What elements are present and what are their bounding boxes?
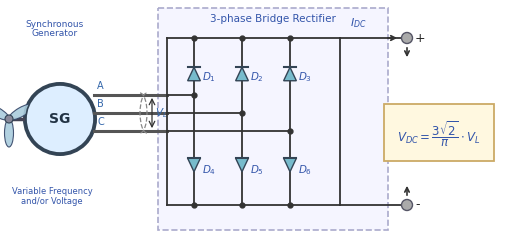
Ellipse shape — [0, 104, 9, 120]
Ellipse shape — [5, 119, 14, 147]
Text: SG: SG — [49, 112, 71, 126]
Text: $D_1$: $D_1$ — [201, 70, 216, 84]
Text: $V_{DC} = \dfrac{3\sqrt{2}}{\pi} \cdot V_L$: $V_{DC} = \dfrac{3\sqrt{2}}{\pi} \cdot V… — [397, 120, 481, 149]
FancyBboxPatch shape — [158, 8, 388, 230]
Text: $D_4$: $D_4$ — [201, 163, 216, 177]
Circle shape — [5, 115, 13, 123]
Polygon shape — [236, 67, 248, 81]
Circle shape — [401, 33, 413, 44]
Text: Variable Frequency: Variable Frequency — [12, 187, 92, 196]
Polygon shape — [284, 67, 296, 81]
FancyBboxPatch shape — [384, 104, 494, 161]
Text: A: A — [97, 81, 104, 91]
Text: Synchronous: Synchronous — [26, 20, 84, 29]
Text: $D_5$: $D_5$ — [249, 163, 264, 177]
Polygon shape — [188, 158, 200, 172]
Circle shape — [26, 85, 94, 153]
Text: 3-phase Bridge Rectifier: 3-phase Bridge Rectifier — [210, 14, 336, 24]
Ellipse shape — [9, 104, 33, 120]
Text: B: B — [97, 99, 104, 109]
Polygon shape — [236, 158, 248, 172]
Text: $I_{DC}$: $I_{DC}$ — [349, 16, 366, 30]
Text: Generator: Generator — [32, 29, 78, 38]
Text: -: - — [415, 198, 420, 212]
Text: and/or Voltage: and/or Voltage — [21, 197, 83, 206]
Polygon shape — [284, 158, 296, 172]
Text: $D_2$: $D_2$ — [249, 70, 263, 84]
Polygon shape — [188, 67, 200, 81]
Text: $V_L$: $V_L$ — [155, 106, 168, 120]
Text: +: + — [415, 31, 426, 45]
Text: C: C — [97, 117, 104, 127]
Text: $D_6$: $D_6$ — [297, 163, 312, 177]
Text: $D_3$: $D_3$ — [297, 70, 312, 84]
Circle shape — [23, 82, 97, 156]
Circle shape — [401, 199, 413, 210]
